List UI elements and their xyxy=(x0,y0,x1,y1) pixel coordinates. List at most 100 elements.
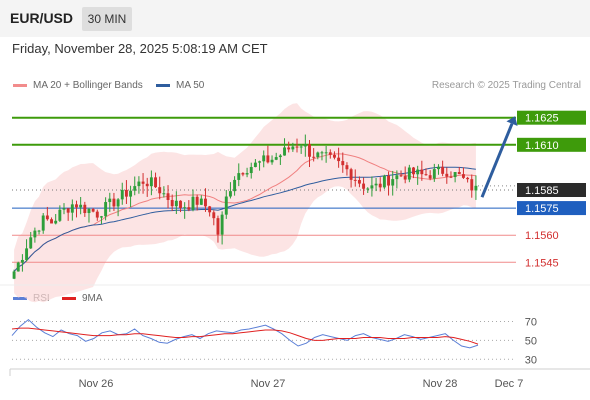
candle-body xyxy=(29,237,33,249)
candle-body xyxy=(274,157,278,160)
candle-body xyxy=(162,193,166,195)
candle-body xyxy=(441,166,445,174)
candle-body xyxy=(54,220,58,224)
candle-body xyxy=(316,152,320,157)
legend-ma50: MA 50 xyxy=(156,80,204,91)
candle-body xyxy=(199,198,203,205)
candle-body xyxy=(41,215,45,231)
level-tag-1.1625 xyxy=(517,110,586,125)
level-label-1.1625: 1.1625 xyxy=(525,113,559,125)
level-tag-1.1610 xyxy=(517,137,586,152)
candle-body xyxy=(387,175,391,186)
candle-body xyxy=(12,271,16,279)
candle-body xyxy=(374,183,378,186)
candle-body xyxy=(233,179,237,192)
x-tick-label: Nov 27 xyxy=(251,378,286,390)
candle-body xyxy=(174,200,178,207)
candle-body xyxy=(395,175,399,180)
candle-body xyxy=(79,204,83,208)
candle-body xyxy=(312,156,316,158)
scenario-arrow-head xyxy=(506,116,518,126)
candle-body xyxy=(112,198,116,207)
candle-body xyxy=(391,179,395,186)
candle-body xyxy=(320,152,324,154)
candle-body xyxy=(470,179,474,191)
candle-body xyxy=(145,183,149,187)
candle-body xyxy=(16,262,20,272)
candle-body xyxy=(366,188,370,190)
candle-body xyxy=(437,166,440,170)
candle-body xyxy=(120,189,124,200)
level-tag-1.1575 xyxy=(517,201,586,216)
candle-body xyxy=(337,157,341,162)
level-label-1.1585: 1.1585 xyxy=(525,185,559,197)
candle-body xyxy=(158,187,162,194)
candle-body xyxy=(241,173,245,175)
candle-body xyxy=(166,193,170,200)
candle-body xyxy=(137,181,141,187)
candle-body xyxy=(412,167,415,175)
level-label-1.1545: 1.1545 xyxy=(525,257,559,269)
candle-body xyxy=(303,144,307,147)
candle-body xyxy=(116,199,120,207)
candle-body xyxy=(154,177,158,188)
ma9-label: 9MA xyxy=(82,293,103,304)
ma50-line xyxy=(13,166,476,272)
candle-body xyxy=(407,167,411,180)
candle-body xyxy=(187,207,191,210)
candle-body xyxy=(179,200,182,209)
candle-body xyxy=(129,190,133,197)
candle-body xyxy=(270,159,274,163)
candle-body xyxy=(228,191,232,197)
candle-body xyxy=(33,230,37,238)
candle-body xyxy=(220,214,224,235)
candle-body xyxy=(283,147,286,156)
candle-body xyxy=(299,146,303,148)
candle-body xyxy=(191,196,195,210)
candle-body xyxy=(378,183,382,188)
candle-body xyxy=(445,173,449,177)
candle-body xyxy=(308,144,311,157)
rsi-tick-70: 70 xyxy=(525,316,537,328)
bollinger-band xyxy=(14,103,476,303)
candle-body xyxy=(266,155,270,163)
candle-body xyxy=(108,198,112,203)
candle-body xyxy=(324,152,328,154)
candle-body xyxy=(428,175,432,179)
instrument-title: EUR/USD xyxy=(10,10,74,26)
candle-body xyxy=(416,169,420,175)
level-label-1.1575: 1.1575 xyxy=(525,203,559,215)
candle-body xyxy=(424,174,428,176)
candle-body xyxy=(245,173,249,175)
candle-body xyxy=(58,209,62,221)
rsi-tick-30: 30 xyxy=(525,354,537,366)
level-label-1.1610: 1.1610 xyxy=(525,140,559,152)
candle-body xyxy=(403,176,407,180)
candle-body xyxy=(212,212,216,219)
candle-body xyxy=(461,174,465,178)
candle-body xyxy=(91,208,95,212)
candle-body xyxy=(50,219,53,224)
candle-body xyxy=(453,172,457,178)
candle-body xyxy=(183,207,187,209)
level-label-1.1560: 1.1560 xyxy=(525,230,559,242)
candle-body xyxy=(345,165,349,170)
candle-body xyxy=(208,206,212,213)
candle-body xyxy=(332,154,336,158)
candle-body xyxy=(133,186,137,191)
candle-body xyxy=(262,155,266,162)
candle-body xyxy=(124,189,128,197)
candle-body xyxy=(45,215,49,220)
candle-body xyxy=(466,177,470,180)
candle-body xyxy=(353,179,357,181)
candle-body xyxy=(258,161,262,163)
candle-body xyxy=(104,202,108,217)
candle-body xyxy=(295,146,299,148)
ma20-label: MA 20 + Bollinger Bands xyxy=(33,80,143,91)
candle-body xyxy=(25,248,29,260)
candle-body xyxy=(370,185,374,189)
timeframe-button[interactable]: 30 MIN xyxy=(82,7,132,31)
candle-body xyxy=(382,175,386,188)
ma50-swatch xyxy=(156,84,170,87)
